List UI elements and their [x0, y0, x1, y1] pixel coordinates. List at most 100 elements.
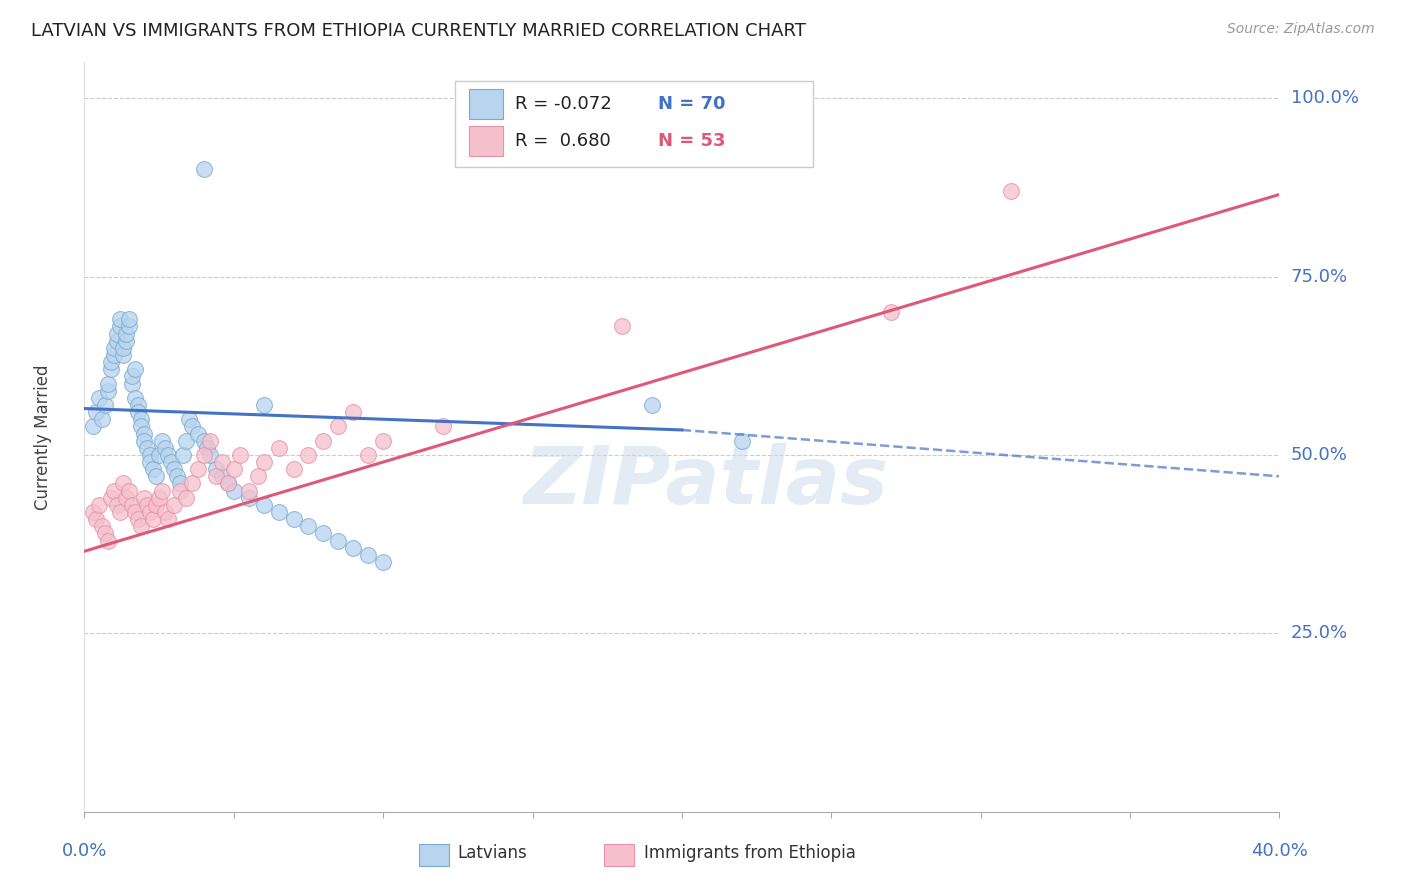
Point: [115, 491, 138, 505]
Text: N = 53: N = 53: [658, 132, 725, 150]
Point: [205, 462, 228, 476]
Point: [145, 469, 167, 483]
Text: 75.0%: 75.0%: [1291, 268, 1348, 285]
Point: [641, 398, 664, 412]
Point: [118, 312, 141, 326]
Point: [142, 462, 165, 476]
Point: [187, 426, 209, 441]
Point: [124, 391, 146, 405]
Point: [217, 476, 239, 491]
Point: [121, 376, 143, 391]
Point: [174, 491, 197, 505]
Point: [142, 512, 165, 526]
Point: [136, 498, 159, 512]
Text: 40.0%: 40.0%: [1251, 842, 1308, 860]
Point: [160, 455, 183, 469]
Point: [163, 462, 186, 476]
Point: [82, 505, 104, 519]
Point: [172, 448, 194, 462]
FancyBboxPatch shape: [605, 844, 634, 866]
Point: [97, 384, 120, 398]
Text: 25.0%: 25.0%: [1291, 624, 1348, 642]
Point: [205, 469, 228, 483]
Point: [148, 448, 170, 462]
Point: [1000, 184, 1022, 198]
Point: [328, 533, 350, 548]
Point: [177, 412, 200, 426]
Point: [193, 448, 215, 462]
Point: [195, 441, 218, 455]
Point: [253, 498, 276, 512]
Point: [148, 491, 170, 505]
FancyBboxPatch shape: [470, 126, 503, 156]
Point: [731, 434, 754, 448]
Point: [105, 498, 128, 512]
Text: LATVIAN VS IMMIGRANTS FROM ETHIOPIA CURRENTLY MARRIED CORRELATION CHART: LATVIAN VS IMMIGRANTS FROM ETHIOPIA CURR…: [31, 22, 806, 40]
Point: [129, 412, 152, 426]
Point: [112, 341, 135, 355]
Text: Source: ZipAtlas.com: Source: ZipAtlas.com: [1227, 22, 1375, 37]
Point: [89, 391, 111, 405]
Point: [129, 419, 152, 434]
Point: [103, 348, 125, 362]
Point: [169, 483, 191, 498]
Point: [157, 448, 180, 462]
Point: [253, 398, 276, 412]
Point: [124, 362, 146, 376]
Text: Immigrants from Ethiopia: Immigrants from Ethiopia: [644, 844, 855, 862]
Point: [222, 462, 245, 476]
Point: [432, 419, 454, 434]
Point: [228, 448, 252, 462]
Point: [198, 434, 221, 448]
Point: [127, 405, 149, 419]
Text: 50.0%: 50.0%: [1291, 446, 1347, 464]
Point: [110, 319, 132, 334]
Point: [373, 434, 395, 448]
Text: N = 70: N = 70: [658, 95, 725, 112]
Point: [110, 312, 132, 326]
Point: [267, 505, 290, 519]
Point: [124, 505, 146, 519]
Point: [118, 319, 141, 334]
Text: R = -0.072: R = -0.072: [515, 95, 612, 112]
Point: [157, 512, 180, 526]
Point: [297, 448, 319, 462]
Text: R =  0.680: R = 0.680: [515, 132, 610, 150]
Point: [139, 455, 162, 469]
Point: [193, 434, 215, 448]
Point: [105, 326, 128, 341]
Point: [283, 462, 305, 476]
Point: [127, 398, 149, 412]
Point: [112, 348, 135, 362]
Point: [342, 541, 364, 555]
Point: [145, 498, 167, 512]
Point: [181, 476, 204, 491]
Point: [105, 334, 128, 348]
Point: [91, 412, 114, 426]
Point: [103, 483, 125, 498]
Point: [297, 519, 319, 533]
Point: [187, 462, 209, 476]
Point: [91, 519, 114, 533]
Point: [150, 483, 173, 498]
Point: [121, 369, 143, 384]
Point: [267, 441, 290, 455]
Point: [86, 405, 108, 419]
Point: [153, 505, 176, 519]
Point: [312, 434, 335, 448]
Point: [238, 491, 260, 505]
Point: [373, 555, 395, 569]
Point: [211, 469, 233, 483]
Point: [100, 355, 122, 369]
Point: [181, 419, 204, 434]
Point: [82, 419, 104, 434]
Point: [115, 326, 138, 341]
Point: [238, 483, 260, 498]
Point: [94, 526, 117, 541]
Point: [118, 483, 141, 498]
Point: [246, 469, 269, 483]
Point: [97, 533, 120, 548]
Point: [217, 476, 239, 491]
Point: [127, 512, 149, 526]
FancyBboxPatch shape: [456, 81, 814, 168]
